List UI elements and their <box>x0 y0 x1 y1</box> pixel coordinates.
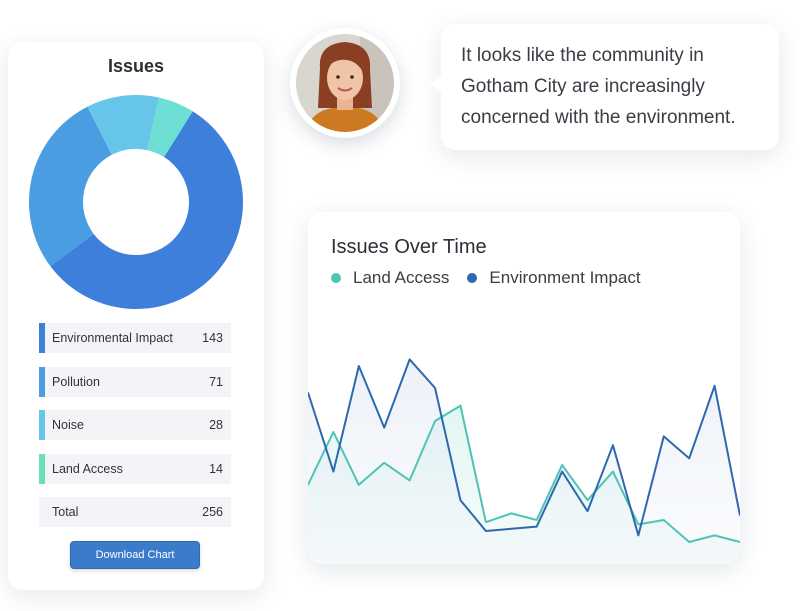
legend-item-environment-impact: Environment Impact <box>467 268 641 288</box>
legend-dot-environment-impact <box>467 273 478 283</box>
issue-count: 71 <box>209 375 223 389</box>
issue-count: 143 <box>202 331 223 345</box>
issue-count: 14 <box>209 462 223 476</box>
avatar <box>290 28 400 138</box>
area-environment-impact <box>308 359 740 564</box>
avatar-portrait-icon <box>292 30 398 136</box>
line-environment-impact <box>308 358 740 537</box>
legend-item-land-access: Land Access <box>331 268 449 288</box>
legend-swatch <box>39 367 45 397</box>
line-land-access <box>308 404 740 543</box>
line-chart-title: Issues Over Time <box>331 236 487 258</box>
legend-swatch <box>39 323 45 353</box>
issue-row-total: Total 256 <box>39 497 231 527</box>
donut-slice-land-access <box>147 97 193 158</box>
donut-slice-pollution <box>28 106 112 267</box>
issues-donut-chart <box>28 95 243 310</box>
issue-label: Pollution <box>52 375 100 389</box>
legend-swatch <box>39 454 45 484</box>
issue-count: 28 <box>209 418 223 432</box>
total-label: Total <box>52 505 79 519</box>
total-count: 256 <box>202 505 223 519</box>
donut-slice-environmental-impact <box>50 111 243 310</box>
donut-slice-noise <box>87 95 159 155</box>
line-chart-legend: Land Access Environment Impact <box>331 268 659 288</box>
issues-over-time-card: Issues Over Time Land Access Environment… <box>308 212 740 564</box>
issue-label: Land Access <box>52 462 123 476</box>
chat-bubble: It looks like the community in Gotham Ci… <box>431 24 779 150</box>
issues-over-time-chart <box>308 358 740 564</box>
chat-message: It looks like the community in Gotham Ci… <box>461 45 736 128</box>
legend-dot-land-access <box>331 273 341 283</box>
issue-row-noise: Noise 28 <box>39 410 231 440</box>
legend-swatch <box>39 410 45 440</box>
issues-card: Issues Environmental Impact 143 Pollutio… <box>8 42 264 590</box>
issue-row-pollution: Pollution 71 <box>39 367 231 397</box>
issue-row-environmental-impact: Environmental Impact 143 <box>39 323 231 353</box>
download-chart-button[interactable]: Download Chart <box>70 541 200 569</box>
bubble-tail <box>431 74 442 94</box>
issue-label: Noise <box>52 418 84 432</box>
issue-label: Environmental Impact <box>52 331 173 345</box>
issue-row-land-access: Land Access 14 <box>39 454 231 484</box>
legend-label-environment-impact: Environment Impact <box>489 268 641 287</box>
issues-title: Issues <box>107 56 165 76</box>
legend-label-land-access: Land Access <box>353 268 450 287</box>
